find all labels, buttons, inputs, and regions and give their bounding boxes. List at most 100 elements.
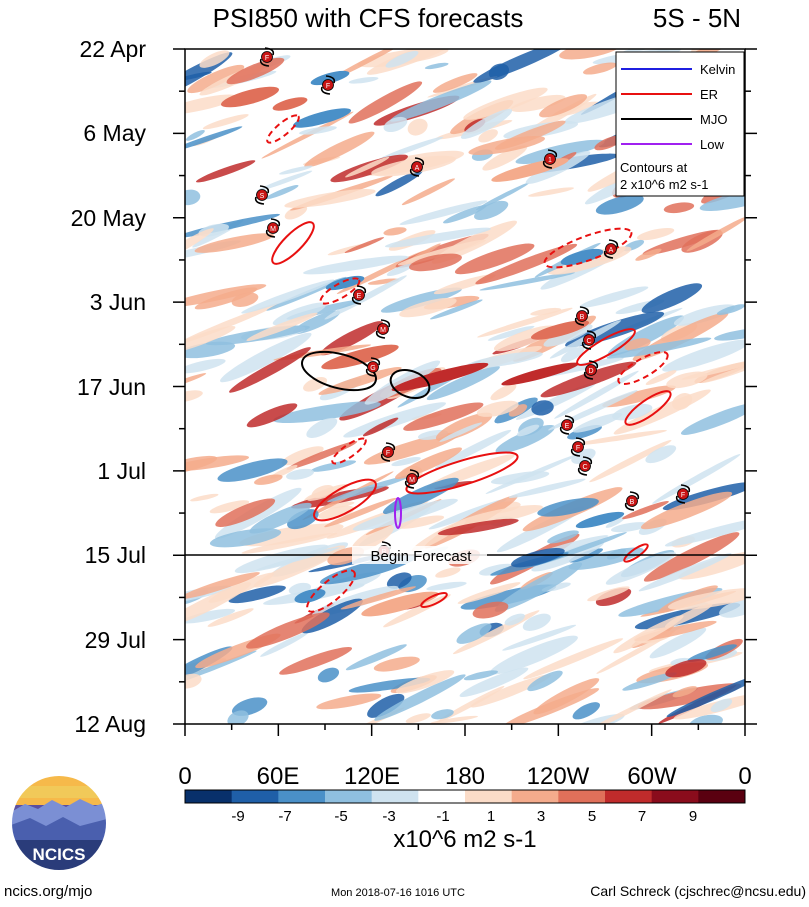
anomaly-patch [636,227,675,241]
anomaly-patch [716,304,745,315]
anomaly-patch [605,552,676,585]
anomaly-patch [435,412,493,441]
anomaly-patch [310,460,357,472]
anomaly-patch [463,670,498,681]
anomaly-patch [185,94,237,115]
anomaly-patch [185,455,250,472]
anomaly-patch [287,509,319,530]
anomaly-patch [596,630,676,674]
anomaly-patch [665,659,707,678]
anomaly-patch [553,101,600,117]
colorbar-label: 7 [638,808,646,825]
anomaly-patch [430,715,479,724]
anomaly-patch [613,615,684,654]
anomaly-patch [316,693,382,710]
storm-letter: C [586,338,591,345]
storm-letter: A [609,247,614,254]
anomaly-patch [185,71,212,82]
anomaly-patch [209,528,282,548]
tropical-cyclone-icon: B [574,306,590,326]
anomaly-patch [386,572,412,589]
anomaly-patch [362,417,399,437]
colorbar-swatch [698,790,746,803]
er-contour [313,478,377,522]
anomaly-patch [405,713,431,724]
anomaly-patch [246,612,330,649]
anomaly-patch [476,400,519,417]
anomaly-patch [426,581,467,591]
tropical-cyclone-icon: F [259,47,275,67]
anomaly-patch [257,170,313,192]
tropical-cyclone-icon: S [254,185,270,205]
anomaly-patch [547,530,579,544]
anomaly-patch [304,131,375,168]
legend-label: Kelvin [700,62,735,77]
anomaly-patch [383,227,407,236]
anomaly-patch [495,424,555,454]
anomaly-patch [386,263,413,277]
colorbar-label: -7 [278,808,291,825]
colorbar-swatch [651,790,699,803]
anomaly-patch [463,87,548,120]
anomaly-patch [472,601,509,619]
anomaly-patch [457,582,521,604]
anomaly-patch [185,129,205,141]
anomaly-patch [185,228,214,261]
anomaly-patch [662,339,745,372]
anomaly-patch [640,491,733,530]
mjo-contour [301,350,377,392]
anomaly-patch [391,362,489,392]
anomaly-patch [220,332,312,383]
tropical-cyclone-icon: 1 [542,149,558,169]
tropical-cyclone-icon: C [577,456,593,476]
logo-text: NCICS [33,845,86,864]
anomaly-patch [327,474,413,503]
anomaly-patch [686,215,745,252]
anomaly-patch [456,623,492,644]
footer-author: Carl Schreck (cjschrec@ncsu.edu) [590,883,806,899]
anomaly-patch [272,97,308,111]
anomaly-patch [324,497,397,528]
anomaly-patch [279,165,313,175]
anomaly-patch [622,501,669,520]
anomaly-patch [426,365,500,401]
anomaly-patch [364,360,441,405]
anomaly-patch [266,276,347,311]
x-tick-label: 120W [527,763,590,790]
anomaly-patch [605,516,627,528]
colorbar-swatch [185,790,233,803]
anomaly-patch [431,709,454,720]
tropical-cyclone-icon: F [380,442,396,462]
anomaly-patch [377,136,444,161]
anomaly-patch [226,57,285,85]
anomaly-patch [680,402,745,435]
legend-label: MJO [700,112,727,127]
storm-letter: E [565,423,570,430]
colorbar-label: 1 [487,808,495,825]
anomaly-patch [515,139,605,164]
anomaly-patch [383,116,408,133]
anomaly-patch [256,547,340,571]
anomaly-patch [489,635,578,675]
anomaly-patch [260,632,309,657]
tropical-cyclone-icon: F [320,75,336,95]
anomaly-patch [589,439,672,483]
anomaly-patch [310,70,350,86]
anomaly-patch [473,49,573,83]
anomaly-patch [454,243,535,275]
anomaly-patch [582,62,617,75]
x-tick-label: 60W [627,763,677,790]
colorbar-swatch [231,790,279,803]
anomaly-patch [719,599,745,618]
colorbar-swatch [511,790,559,803]
anomaly-patch [195,160,256,183]
anomaly-patch [284,205,308,220]
anomaly-patch [664,603,713,628]
er-contour [331,437,367,465]
colorbar: -9 -7 -5 -3 -1 1 3 5 7 9 x10^6 m2 s-1 [184,789,746,853]
anomaly-patch [185,189,201,206]
storm-letter: A [415,165,420,172]
anomaly-patch [227,710,249,724]
anomaly-patch [185,126,243,152]
anomaly-patch [261,111,354,159]
